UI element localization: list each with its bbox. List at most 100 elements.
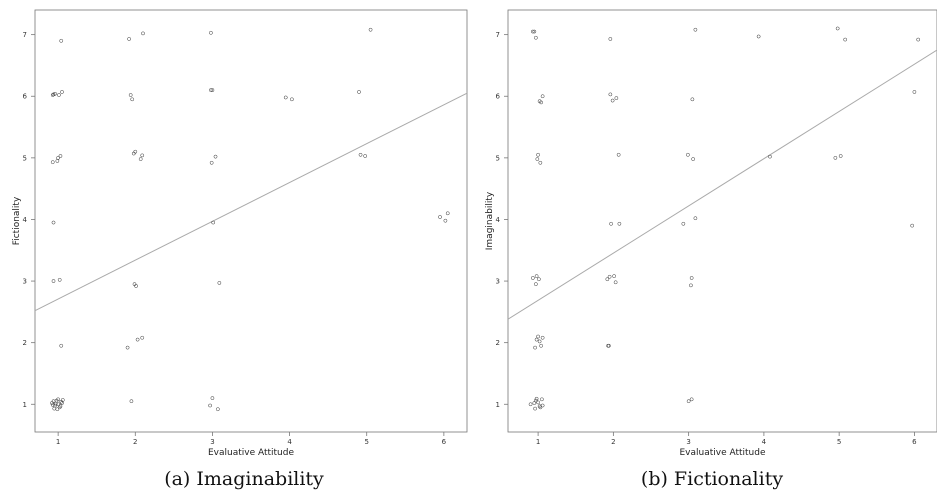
chart-b-point — [609, 221, 613, 226]
chart-b-point — [608, 37, 613, 41]
chart-a-point — [283, 95, 288, 100]
chart-b-y-tick-label: 2 — [496, 339, 500, 347]
chart-b-x-tick-label: 3 — [686, 438, 690, 446]
chart-b-point — [613, 280, 618, 285]
chart-b-y-tick-label: 4 — [496, 216, 501, 224]
chart-b-point — [534, 337, 539, 342]
chart-b-point — [533, 35, 538, 40]
chart-b-point — [540, 397, 544, 402]
chart-b-point — [912, 90, 917, 94]
chart-a-xlabel: Evaluative Attitude — [208, 448, 295, 458]
chart-a-point — [215, 407, 220, 412]
chart-a-point — [209, 88, 213, 92]
chart-b-point — [533, 282, 538, 286]
chart-a-point — [56, 402, 60, 407]
chart-a-point — [134, 284, 138, 288]
chart-b-point — [768, 154, 772, 159]
chart-b-point — [538, 160, 543, 165]
chart-b-point — [533, 398, 538, 403]
chart-b-point — [616, 152, 621, 157]
chart-b-point — [614, 96, 619, 100]
chart-a-point — [438, 215, 442, 219]
chart-b-point — [610, 98, 615, 103]
chart-a-x-tick-label: 2 — [133, 438, 137, 446]
chart-a-point — [52, 406, 57, 411]
chart-b-point — [838, 154, 843, 158]
chart-a-point — [211, 220, 216, 225]
chart-b-point — [539, 343, 543, 348]
caption-a: (a) Imaginability — [164, 468, 324, 490]
chart-a-point — [443, 218, 448, 223]
chart-a-y-tick-label: 6 — [23, 93, 28, 101]
chart-a-point — [55, 407, 60, 412]
chart-a-regression-line — [34, 92, 468, 312]
chart-b-point — [617, 221, 622, 226]
chart-b-point — [537, 339, 542, 344]
chart-a-point — [58, 404, 63, 408]
chart-a-point — [53, 401, 58, 406]
chart-a-point — [58, 154, 63, 158]
chart-a-point — [135, 337, 140, 342]
chart-b-point — [835, 26, 840, 31]
chart-b-ylabel: Imaginability — [485, 191, 495, 250]
chart-b-point — [605, 277, 610, 282]
chart-a-point — [60, 401, 64, 405]
chart-a-point — [51, 279, 56, 283]
chart-a-y-tick-label: 3 — [23, 278, 27, 286]
chart-b-point — [916, 37, 921, 42]
chart-b-point — [536, 334, 540, 339]
chart-b-point — [843, 37, 848, 42]
chart-b-point — [686, 152, 690, 157]
chart-b-y-tick-label: 1 — [496, 401, 500, 409]
chart-a-point — [59, 343, 64, 348]
chart-b-point — [681, 221, 686, 226]
scatter-figures: 1 2 3 4 5 6 1 2 3 4 5 6 7 Evaluative Attitude Fictiona… — [12, 9, 937, 458]
chart-a-point — [130, 97, 135, 102]
chart-b-regression-line — [507, 49, 937, 320]
chart-a-point — [53, 91, 57, 96]
chart-a-point — [56, 397, 60, 402]
chart-b-point — [607, 274, 612, 279]
chart-a-y-tick-label: 1 — [23, 401, 27, 409]
chart-a-x-tick-label: 6 — [442, 438, 447, 446]
chart-a-point — [50, 403, 55, 407]
chart-a-point — [209, 160, 214, 165]
chart-a-point — [358, 152, 363, 157]
chart-a-point — [133, 149, 138, 154]
chart-b-frame — [507, 9, 937, 433]
chart-b-point — [693, 216, 698, 221]
chart-b-point — [532, 29, 537, 34]
chart-b-x-tick-label: 4 — [762, 438, 767, 446]
chart-b-point — [536, 400, 540, 405]
chart-a-y-tick-label: 5 — [23, 154, 27, 162]
chart-a-point — [217, 281, 222, 285]
chart-a-x-tick-label: 5 — [364, 438, 368, 446]
chart-a-point — [129, 399, 134, 404]
chart-b-point — [693, 27, 698, 32]
chart-b-point — [528, 402, 533, 407]
chart-b-point — [539, 100, 543, 105]
chart-a-point — [127, 37, 131, 41]
chart-a-y-tick-label: 4 — [23, 216, 28, 224]
chart-b-point — [612, 274, 616, 278]
chart-b-point — [756, 34, 761, 39]
chart-a-point — [368, 27, 373, 32]
chart-b-point — [686, 399, 691, 404]
chart-a-point — [128, 93, 133, 97]
chart-b-point — [691, 157, 695, 161]
chart-a-point — [140, 153, 145, 158]
chart-b-point — [533, 345, 537, 350]
chart-b-point — [833, 156, 838, 160]
chart-a-point — [53, 403, 57, 408]
chart-a-point — [57, 93, 61, 97]
chart-a-point — [141, 31, 145, 36]
chart-b-point — [540, 403, 545, 408]
chart-b-point — [534, 274, 539, 278]
chart-a-y-tick-label: 2 — [23, 339, 27, 347]
chart-b-point — [530, 276, 535, 280]
chart-a-point — [125, 345, 130, 350]
chart-b-x-tick-label: 5 — [837, 438, 841, 446]
chart-a-point — [55, 159, 60, 163]
chart-b-point — [689, 276, 694, 280]
chart-a-x-tick-label: 4 — [287, 438, 292, 446]
